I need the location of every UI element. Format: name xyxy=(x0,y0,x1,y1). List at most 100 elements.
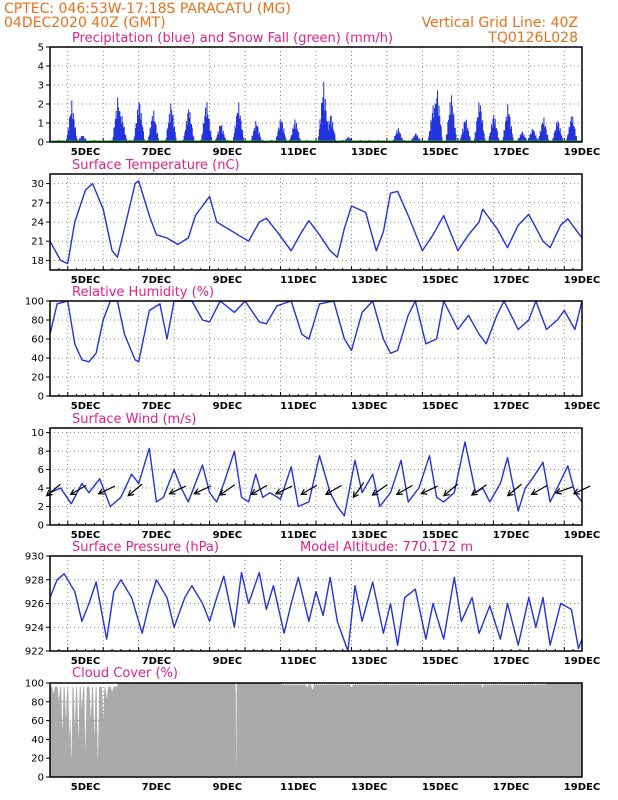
precip-bar xyxy=(323,81,325,142)
wind-arrow-head xyxy=(97,488,105,495)
precip-bar xyxy=(569,128,571,142)
precip-bar xyxy=(284,136,286,142)
date-label: 7DEC xyxy=(142,782,171,793)
precip-bar xyxy=(349,137,351,142)
wind-arrow-head xyxy=(442,489,450,497)
precip-bar xyxy=(121,115,123,142)
precip-bar xyxy=(454,127,456,142)
precip-bar xyxy=(80,135,82,142)
precip-bar xyxy=(242,136,244,142)
y-tick-label: 2 xyxy=(38,100,44,111)
precip-bar xyxy=(83,138,85,142)
precip-bar xyxy=(222,130,224,142)
precip-bar xyxy=(224,137,226,142)
precip-bar xyxy=(205,117,207,142)
precip-bar xyxy=(151,115,153,142)
wind-arrow-head xyxy=(250,488,258,496)
precip-bar xyxy=(523,134,525,142)
precip-bar xyxy=(477,117,479,142)
precip-bar xyxy=(140,113,142,142)
precip-bar xyxy=(298,138,300,142)
wind-arrow-head xyxy=(470,489,478,496)
date-label: 19DEC xyxy=(564,401,600,412)
precip-bar xyxy=(292,128,294,142)
precip-bar xyxy=(415,133,417,142)
precip-bar xyxy=(73,119,75,142)
precip-bar xyxy=(332,129,334,142)
precip-bar xyxy=(217,131,219,142)
precip-bar xyxy=(448,119,450,142)
precip-bar xyxy=(284,134,286,142)
precip-bar xyxy=(567,135,569,142)
wind-arrow xyxy=(194,485,211,495)
precip-bar xyxy=(484,138,486,142)
precip-bar xyxy=(118,110,120,142)
precip-bar xyxy=(137,109,139,142)
precip-bar xyxy=(120,116,122,142)
precip-bar xyxy=(530,133,532,142)
date-label: 19DEC xyxy=(564,147,600,158)
precip-bar xyxy=(299,138,301,142)
precip-bar xyxy=(434,103,436,142)
date-label: 13DEC xyxy=(351,782,387,793)
precip-bar xyxy=(186,124,188,142)
date-label: 17DEC xyxy=(493,530,529,541)
precip-bar xyxy=(289,138,292,142)
precip-bar xyxy=(115,110,117,142)
precip-bar xyxy=(545,128,547,142)
wind-arrow xyxy=(127,483,143,497)
precip-bar xyxy=(418,138,420,142)
precip-bar xyxy=(435,104,437,142)
precip-bar xyxy=(222,133,224,142)
precip-title: Precipitation (blue) and Snow Fall (gree… xyxy=(72,31,393,46)
precip-bar xyxy=(172,114,174,142)
precip-bar xyxy=(68,130,70,142)
precip-bar xyxy=(411,138,413,142)
precip-bar xyxy=(253,131,255,142)
date-label: 11DEC xyxy=(280,275,316,286)
date-label: 15DEC xyxy=(422,401,458,412)
precip-bar xyxy=(508,114,510,142)
precip-bar xyxy=(530,134,532,142)
precip-bar xyxy=(330,115,332,142)
date-label: 9DEC xyxy=(213,530,242,541)
precip-bar xyxy=(439,116,441,142)
date-label: 11DEC xyxy=(280,782,316,793)
series-line xyxy=(49,571,583,652)
y-tick-label: 926 xyxy=(25,599,44,610)
precip-bar xyxy=(255,121,257,142)
precip-bar xyxy=(489,133,491,142)
precip-bar xyxy=(529,135,531,142)
wind-arrow-head xyxy=(530,488,538,496)
precip-bar xyxy=(465,122,467,142)
precip-bar xyxy=(282,132,284,142)
date-label: 15DEC xyxy=(422,275,458,286)
precip-bar xyxy=(542,123,544,142)
precip-bar xyxy=(446,134,448,142)
precip-bar xyxy=(297,131,299,142)
precip-bar xyxy=(534,136,536,142)
y-tick-label: 6 xyxy=(38,465,44,476)
wind-arrow-head xyxy=(218,489,226,496)
precip-bar xyxy=(119,111,121,142)
precip-bar xyxy=(546,134,548,142)
precip-bar xyxy=(462,131,464,142)
wind-arrow xyxy=(443,483,459,497)
precip-bar xyxy=(538,138,540,142)
precip-bar xyxy=(150,128,152,142)
precip-bar xyxy=(567,134,569,142)
precip-bar xyxy=(332,122,334,142)
precip-bar xyxy=(572,116,574,142)
date-label: 11DEC xyxy=(280,656,316,667)
precip-bar xyxy=(414,137,416,142)
precip-bar xyxy=(349,138,351,142)
precip-bar xyxy=(396,130,398,142)
precip-bar xyxy=(202,133,204,142)
y-tick-label: 18 xyxy=(31,256,44,267)
precip-bar xyxy=(431,112,433,142)
precip-bar xyxy=(478,102,480,142)
precip-bar xyxy=(557,120,559,142)
precip-bar xyxy=(460,136,462,142)
panel-frame xyxy=(49,173,583,271)
wind-arrow-head xyxy=(324,488,332,496)
